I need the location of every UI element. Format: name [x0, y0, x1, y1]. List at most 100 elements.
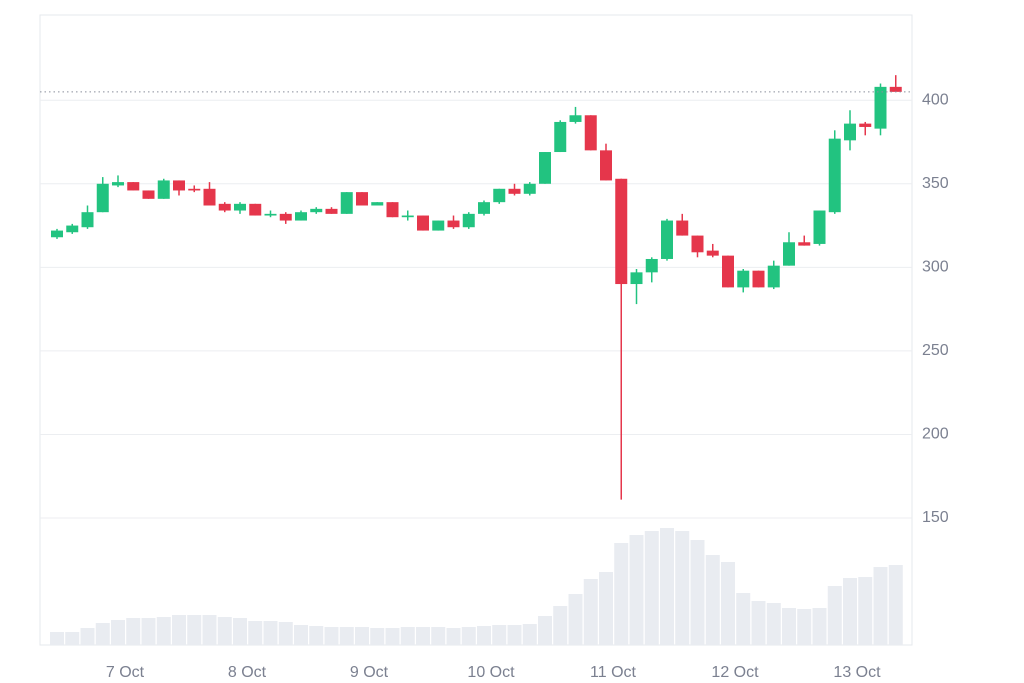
- volume-bar: [583, 579, 598, 645]
- volume-bar: [355, 627, 369, 645]
- candle-body: [661, 220, 673, 259]
- volume-bar: [553, 606, 568, 645]
- volume-bar: [324, 627, 339, 645]
- volume-bar: [477, 626, 491, 645]
- volume-bar: [431, 627, 446, 645]
- candle-body: [51, 230, 63, 238]
- candle-body: [295, 212, 307, 221]
- y-tick-label: 350: [922, 175, 949, 192]
- candle-body: [478, 202, 490, 214]
- volume-bar: [416, 627, 430, 645]
- candle-body: [401, 215, 414, 218]
- candle-body: [554, 121, 567, 153]
- candle-body: [310, 208, 323, 213]
- volume-bar: [599, 572, 613, 645]
- candle-body: [584, 115, 597, 151]
- candle-body: [859, 123, 872, 127]
- candle-body: [828, 138, 841, 213]
- candle-body: [188, 188, 201, 191]
- volume-bar: [385, 628, 400, 645]
- candle-body: [96, 183, 109, 213]
- volume-bar: [278, 622, 293, 645]
- candle-body: [157, 180, 170, 199]
- volume-bar: [95, 623, 110, 645]
- volume-bar: [751, 601, 766, 645]
- volume-bar: [614, 543, 629, 645]
- volume-bar: [888, 565, 903, 645]
- candle-body: [249, 203, 262, 216]
- volume-bar: [492, 625, 507, 645]
- candle-body: [615, 178, 628, 285]
- volume-bar: [156, 617, 171, 645]
- candle-body: [127, 182, 140, 191]
- candle-body: [371, 202, 384, 206]
- candle-body: [173, 180, 185, 191]
- volume-bar: [141, 618, 156, 645]
- candle-body: [691, 235, 704, 253]
- volume-bar: [629, 535, 644, 645]
- candle-body: [66, 225, 79, 233]
- plot-frame: [39, 14, 913, 646]
- candle-body: [630, 272, 643, 285]
- x-tick-label: 13 Oct: [833, 664, 881, 681]
- volume-bar: [843, 578, 857, 645]
- volume-bar: [187, 615, 202, 645]
- candle-body: [767, 265, 780, 288]
- volume-bar: [507, 625, 522, 645]
- volume-bar: [797, 609, 812, 645]
- y-tick-label: 400: [922, 91, 949, 108]
- volume-bar: [50, 632, 64, 645]
- candle-body: [493, 188, 506, 203]
- candle-body: [417, 215, 429, 231]
- volume-bar: [538, 616, 552, 645]
- x-tick-label: 9 Oct: [350, 664, 389, 681]
- x-tick-label: 8 Oct: [228, 664, 267, 681]
- volume-bar: [812, 608, 827, 645]
- volume-bar: [294, 625, 308, 645]
- candle-body: [737, 270, 750, 288]
- candle-body: [142, 190, 155, 199]
- candle-body: [112, 182, 124, 186]
- candle-body: [844, 123, 856, 141]
- volume-bar: [721, 562, 735, 645]
- y-tick-label: 250: [922, 342, 949, 359]
- candle-body: [325, 208, 338, 214]
- candle-body: [539, 152, 551, 184]
- volume-bar: [400, 627, 415, 645]
- volume-bar: [80, 628, 95, 645]
- candle-body: [447, 220, 460, 228]
- volume-bar: [461, 627, 476, 645]
- candle-body: [234, 203, 246, 211]
- volume-bar: [858, 577, 873, 645]
- candle-body: [798, 242, 811, 246]
- volume-bar: [217, 617, 232, 645]
- volume-bar: [339, 627, 354, 645]
- volume-bar: [370, 628, 385, 645]
- volume-bar: [690, 540, 705, 645]
- volume-bar: [446, 628, 461, 645]
- candle-body: [432, 220, 445, 231]
- y-tick-label: 150: [922, 509, 949, 526]
- volume-bar: [248, 621, 263, 645]
- candle-body: [279, 213, 292, 221]
- candle-body: [676, 220, 689, 236]
- candle-body: [340, 192, 353, 214]
- volume-bar: [65, 632, 80, 645]
- x-tick-label: 7 Oct: [106, 664, 145, 681]
- candle-body: [752, 270, 765, 288]
- candle-body: [889, 86, 902, 92]
- candle-body: [722, 255, 734, 288]
- candle-body: [508, 188, 521, 194]
- volume-bar: [172, 615, 186, 645]
- candle-body: [569, 115, 582, 122]
- volume-bar: [111, 620, 125, 645]
- volume-bar: [660, 528, 674, 645]
- x-tick-label: 12 Oct: [711, 664, 759, 681]
- x-tick-label: 10 Oct: [467, 664, 515, 681]
- candle-body: [523, 183, 536, 194]
- volume-bar: [568, 594, 583, 645]
- candle-body: [462, 213, 475, 228]
- candle-body: [645, 258, 658, 273]
